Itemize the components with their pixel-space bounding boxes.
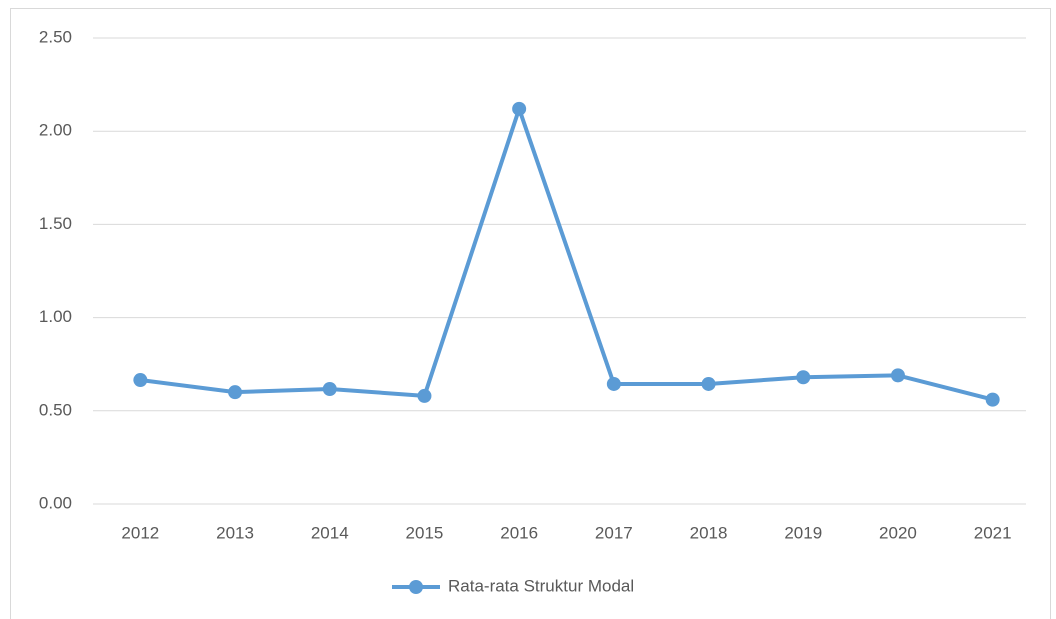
- chart-border: [10, 8, 1051, 619]
- x-tick-label: 2020: [879, 523, 917, 542]
- data-point: [890, 368, 905, 383]
- y-tick-label: 2.00: [39, 121, 72, 140]
- data-point: [606, 376, 621, 391]
- data-point: [985, 392, 1000, 407]
- data-point: [322, 381, 337, 396]
- x-tick-label: 2021: [974, 523, 1012, 542]
- x-tick-label: 2014: [311, 523, 349, 542]
- data-point: [512, 101, 527, 116]
- x-tick-label: 2019: [784, 523, 822, 542]
- y-tick-label: 2.50: [39, 27, 72, 46]
- y-tick-label: 1.50: [39, 214, 72, 233]
- series-line: [140, 106, 994, 402]
- x-tick-label: 2018: [690, 523, 728, 542]
- legend-marker: [409, 580, 423, 594]
- x-tick-label: 2012: [121, 523, 159, 542]
- y-tick-label: 1.00: [39, 307, 72, 326]
- legend-label: Rata-rata Struktur Modal: [448, 576, 634, 595]
- x-tick-label: 2013: [216, 523, 254, 542]
- data-point: [417, 388, 432, 403]
- x-tick-label: 2017: [595, 523, 633, 542]
- data-point: [133, 373, 148, 388]
- y-tick-label: 0.00: [39, 493, 72, 512]
- data-point: [701, 376, 716, 391]
- x-tick-label: 2016: [500, 523, 538, 542]
- x-tick-label: 2015: [406, 523, 444, 542]
- data-point: [796, 370, 811, 385]
- data-point: [228, 385, 243, 400]
- y-tick-label: 0.50: [39, 400, 72, 419]
